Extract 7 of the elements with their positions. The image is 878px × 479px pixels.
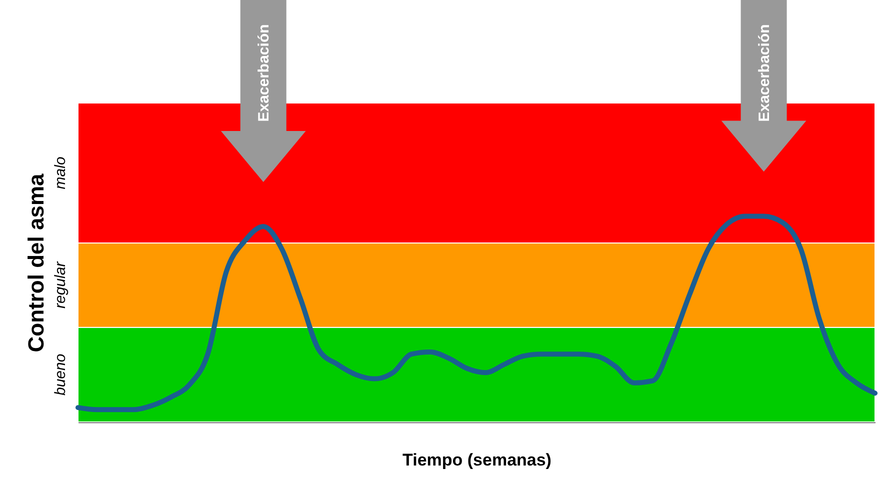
band-label: bueno	[52, 354, 69, 396]
text: Exacerbación	[756, 24, 773, 122]
band-label: malo	[52, 156, 69, 190]
x-axis-title: Tiempo (semanas)	[402, 450, 552, 470]
y-axis-title: Control del asma	[24, 172, 48, 352]
band-label: regular	[52, 260, 69, 308]
text: Exacerbación	[255, 24, 272, 122]
